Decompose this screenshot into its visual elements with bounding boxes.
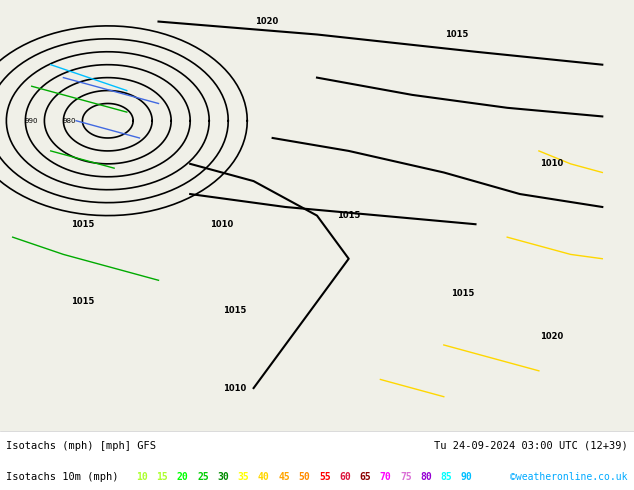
Text: 10: 10 — [136, 472, 148, 482]
Text: 20: 20 — [177, 472, 189, 482]
Text: 1020: 1020 — [255, 17, 278, 26]
Text: 80: 80 — [420, 472, 432, 482]
FancyBboxPatch shape — [0, 0, 634, 431]
Polygon shape — [0, 0, 634, 431]
Text: 990: 990 — [25, 118, 38, 124]
Text: 40: 40 — [258, 472, 270, 482]
Text: 45: 45 — [278, 472, 290, 482]
Text: 85: 85 — [441, 472, 453, 482]
Text: 65: 65 — [359, 472, 372, 482]
Text: 60: 60 — [339, 472, 351, 482]
Text: 1010: 1010 — [210, 220, 233, 229]
Text: 1015: 1015 — [71, 220, 94, 229]
Text: 1015: 1015 — [337, 211, 360, 220]
Text: 50: 50 — [299, 472, 311, 482]
Text: 35: 35 — [238, 472, 250, 482]
Text: 75: 75 — [400, 472, 412, 482]
Text: 25: 25 — [197, 472, 209, 482]
Text: 1010: 1010 — [540, 159, 563, 169]
Text: 70: 70 — [380, 472, 392, 482]
Text: 90: 90 — [461, 472, 473, 482]
Text: 1010: 1010 — [223, 384, 246, 392]
Text: Tu 24-09-2024 03:00 UTC (12+39): Tu 24-09-2024 03:00 UTC (12+39) — [434, 441, 628, 451]
Text: 980: 980 — [63, 118, 76, 124]
Text: 55: 55 — [319, 472, 331, 482]
Text: ©weatheronline.co.uk: ©weatheronline.co.uk — [510, 472, 628, 482]
Text: 1015: 1015 — [445, 30, 468, 39]
Text: 1020: 1020 — [540, 332, 563, 341]
Text: 1015: 1015 — [451, 289, 474, 298]
Text: 30: 30 — [217, 472, 230, 482]
Text: Isotachs 10m (mph): Isotachs 10m (mph) — [6, 472, 119, 482]
Text: 15: 15 — [157, 472, 169, 482]
Text: 1015: 1015 — [71, 297, 94, 306]
Text: Isotachs (mph) [mph] GFS: Isotachs (mph) [mph] GFS — [6, 441, 157, 451]
Text: 1015: 1015 — [223, 306, 246, 315]
